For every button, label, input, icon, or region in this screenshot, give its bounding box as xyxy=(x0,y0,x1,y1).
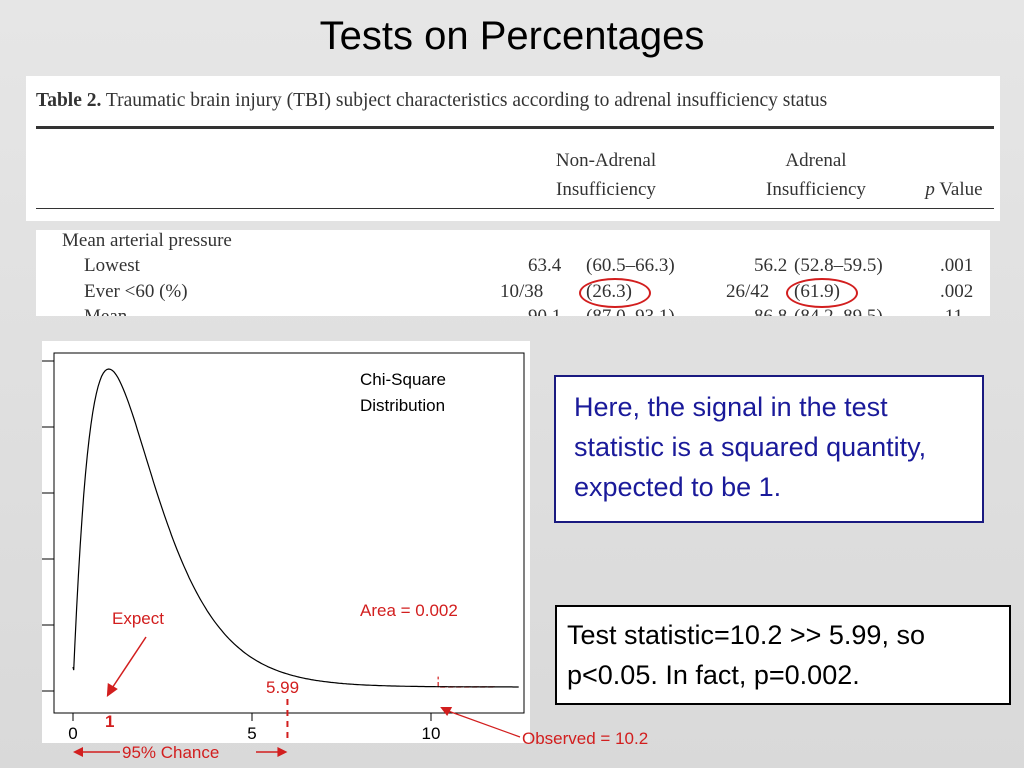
expected-value-label: 1 xyxy=(105,712,114,731)
signal-note-text: Here, the signal in the test statistic i… xyxy=(574,392,927,502)
cell-ever-n1: 10/38 xyxy=(500,281,544,302)
cell-ever-n2: 26/42 xyxy=(726,281,770,302)
table-section-label: Mean arterial pressure xyxy=(62,230,232,251)
cell-mean-n2: 86.8 xyxy=(754,306,787,316)
chi-square-chart: 0 5 10 Chi-Square Distribution Area = 0.00… xyxy=(42,341,530,743)
area-label: Area = 0.002 xyxy=(360,601,458,620)
expect-arrowhead xyxy=(106,683,118,697)
cell-lowest-ci2: (52.8–59.5) xyxy=(794,255,883,276)
col-header-adrenal-line1: Adrenal xyxy=(785,150,847,171)
chance-overlay-head-right xyxy=(277,747,288,757)
cell-lowest-n1: 63.4 xyxy=(528,255,562,276)
chi-square-svg: 0 5 10 Chi-Square Distribution Area = 0.00… xyxy=(42,352,525,743)
density-curve xyxy=(72,368,519,688)
critical-value-label: 5.99 xyxy=(266,678,299,697)
col-header-p-value: p Value xyxy=(914,175,994,204)
chart-title-line1: Chi-Square xyxy=(360,370,446,389)
table-rule-bottom xyxy=(36,208,994,209)
col-header-adrenal-line2: Insufficiency xyxy=(766,179,866,200)
table-rule-top xyxy=(36,126,994,129)
col-header-non-adrenal-line1: Non-Adrenal xyxy=(555,150,657,171)
table-caption-text: Traumatic brain injury (TBI) subject cha… xyxy=(101,90,828,111)
plot-frame xyxy=(53,352,525,714)
result-note: Test statistic=10.2 >> 5.99, so p<0.05. … xyxy=(555,605,1011,705)
cell-lowest-p: .001 xyxy=(940,255,974,276)
highlight-circle-61 xyxy=(786,278,858,308)
x-ticks: 0 5 10 xyxy=(68,713,440,743)
cell-mean-ci1: (87.0–93.1) xyxy=(586,306,675,316)
result-note-text: Test statistic=10.2 >> 5.99, so p<0.05. … xyxy=(567,620,925,690)
cell-mean-n1: 90.1 xyxy=(528,306,561,316)
y-ticks xyxy=(42,360,54,692)
table-header-image: Table 2. Traumatic brain injury (TBI) su… xyxy=(26,76,1000,221)
observed-arrow xyxy=(447,710,521,738)
chance-overlay-head-left xyxy=(73,747,83,757)
col-header-non-adrenal-line2: Insufficiency xyxy=(556,179,656,200)
slide-title: Tests on Percentages xyxy=(319,14,705,58)
table-caption-prefix: Table 2. xyxy=(36,90,102,111)
col-header-p-rest: Value xyxy=(934,179,983,200)
col-header-adrenal: Adrenal Insufficiency xyxy=(744,146,888,204)
chance-label-outside: 95% Chance xyxy=(122,743,219,762)
col-header-p-italic: p xyxy=(925,179,935,200)
cell-lowest-n2: 56.2 xyxy=(754,255,788,276)
col-header-non-adrenal: Non-Adrenal Insufficiency xyxy=(534,146,678,204)
observed-label: Observed = 10.2 xyxy=(522,729,648,748)
expect-label: Expect xyxy=(112,609,164,628)
chart-title-line2: Distribution xyxy=(360,396,445,415)
cell-lowest-ci1: (60.5–66.3) xyxy=(586,255,675,276)
x-tick-label-10: 10 xyxy=(422,724,441,743)
row-label-lowest: Lowest xyxy=(84,255,140,276)
x-tick-label-0: 0 xyxy=(68,724,77,743)
cell-ever-p: .002 xyxy=(940,281,974,302)
row-label-mean: Mean xyxy=(84,306,127,316)
table-caption: Table 2. Traumatic brain injury (TBI) su… xyxy=(36,90,827,112)
expect-arrow xyxy=(112,636,147,688)
row-label-ever: Ever <60 (%) xyxy=(84,281,188,302)
cell-mean-ci2: (84.2–89.5) xyxy=(794,306,883,316)
x-tick-label-5: 5 xyxy=(247,724,256,743)
signal-note: Here, the signal in the test statistic i… xyxy=(554,375,984,523)
cell-mean-p: .11 xyxy=(940,306,963,316)
table-body-image: Mean arterial pressure Lowest 63.4 (60.5… xyxy=(36,230,990,316)
tail-area-hatch xyxy=(437,676,497,688)
highlight-circle-26 xyxy=(579,278,651,308)
observed-arrowhead xyxy=(440,707,453,716)
